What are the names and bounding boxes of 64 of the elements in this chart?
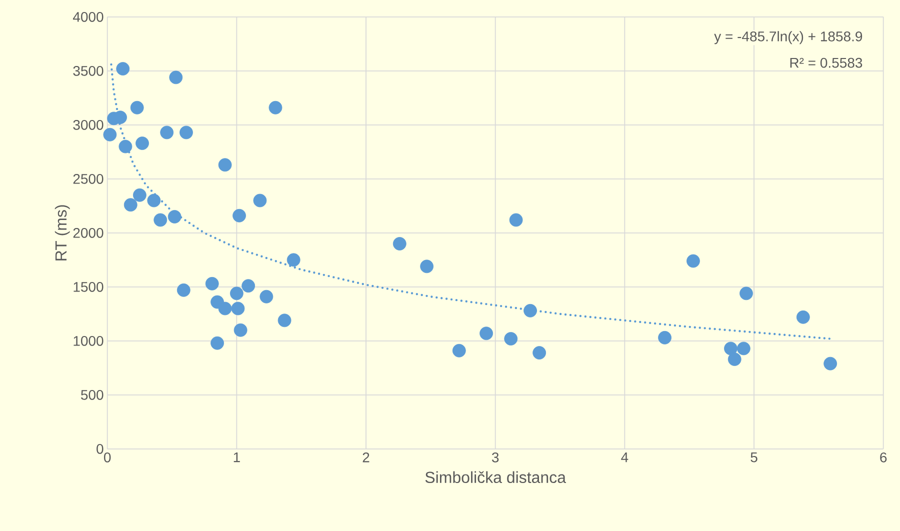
point: [242, 279, 256, 293]
point: [232, 208, 246, 222]
point: [154, 213, 168, 227]
point: [218, 302, 232, 316]
point: [728, 352, 742, 366]
point: [392, 237, 406, 250]
point: [132, 188, 146, 202]
point: [260, 290, 274, 304]
point: [524, 304, 537, 318]
point: [169, 70, 183, 84]
point: [218, 158, 232, 172]
point: [286, 253, 300, 267]
point: [452, 344, 466, 358]
y-tick-label: 500: [81, 390, 104, 400]
point: [278, 314, 292, 328]
point: [118, 140, 132, 154]
point: [532, 346, 546, 360]
point: [124, 198, 138, 212]
annotation: y = -485.7ln(x) + 1858.9: [714, 31, 862, 44]
point: [210, 336, 224, 350]
point: [504, 332, 518, 346]
point: [205, 276, 219, 290]
y-tick-label: 2500: [73, 174, 104, 184]
y-axis-title: RT (ms): [54, 205, 70, 260]
point: [736, 342, 750, 356]
y-tick-label: 0: [96, 444, 104, 454]
point: [136, 136, 149, 150]
x-tick-label: 0: [104, 452, 111, 462]
annotation: R² = 0.5583: [790, 58, 862, 68]
point: [160, 126, 174, 140]
y-tick-label: 4000: [72, 12, 104, 22]
point: [658, 330, 672, 344]
point: [724, 342, 738, 356]
point: [796, 310, 810, 324]
x-tick-label: 1: [234, 452, 240, 462]
y-tick-label: 1000: [74, 336, 104, 346]
point: [268, 100, 282, 114]
point: [824, 356, 838, 370]
point: [103, 128, 117, 142]
point: [168, 210, 182, 224]
point: [686, 254, 700, 268]
point: [234, 323, 248, 337]
x-tick-label: 3: [492, 452, 499, 462]
point: [180, 126, 193, 140]
point: [420, 260, 434, 274]
point: [130, 100, 144, 114]
point: [740, 286, 753, 300]
point: [147, 194, 161, 208]
point: [176, 283, 190, 297]
point: [509, 213, 523, 227]
y-tick-label: 2000: [73, 228, 104, 238]
point: [116, 62, 130, 76]
y-tick-label: 3500: [73, 66, 104, 76]
point: [231, 302, 245, 316]
x-tick-label: 4: [621, 452, 628, 462]
x-tick-label: 6: [880, 452, 887, 462]
point: [480, 326, 493, 340]
x-tick-label: 5: [750, 452, 758, 462]
point: [230, 286, 244, 300]
x-tick-label: 2: [362, 452, 370, 462]
x-axis-title: Simbolička distanca: [425, 471, 566, 484]
point: [253, 194, 267, 208]
y-tick-label: 1500: [74, 282, 104, 292]
y-tick-label: 3000: [73, 120, 104, 130]
